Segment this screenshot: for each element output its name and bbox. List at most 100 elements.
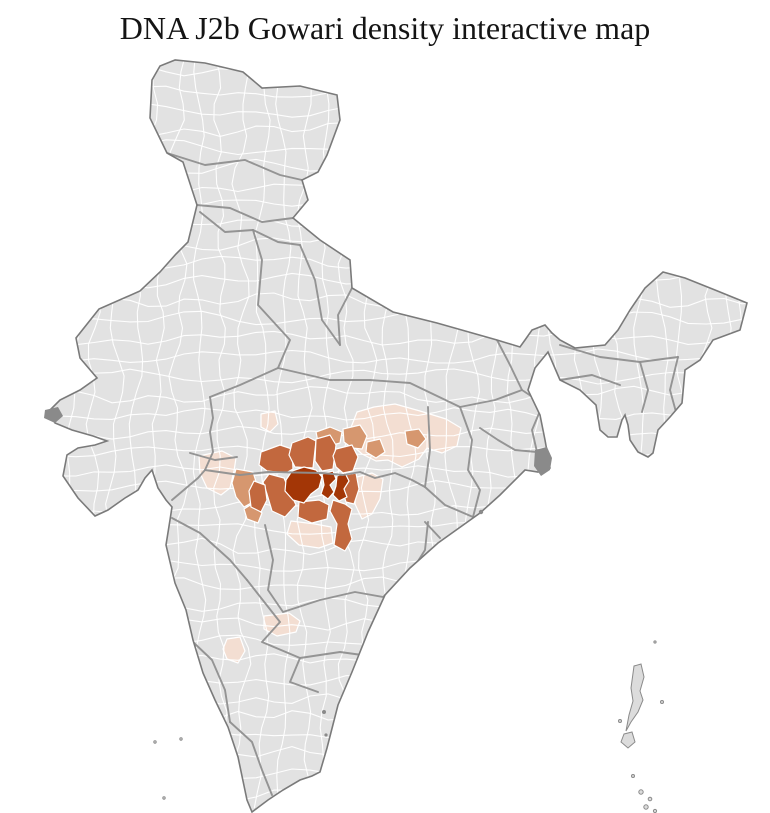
state-border-line	[299, 651, 363, 659]
district-border-line	[48, 157, 747, 176]
district-border-line	[48, 691, 747, 706]
district-border-line	[253, 60, 271, 809]
state-border-line	[171, 517, 248, 581]
district-border-line	[48, 746, 747, 766]
coastal-lagoon	[324, 733, 328, 737]
andaman-main-island[interactable]	[625, 663, 645, 732]
district-border-line	[48, 596, 747, 612]
district-density-lowest[interactable]	[260, 410, 279, 433]
nicobar-island[interactable]	[647, 796, 653, 802]
district-border-line	[715, 60, 733, 809]
district-border-line	[672, 60, 691, 809]
district-border-line	[48, 179, 747, 194]
district-density-medium[interactable]	[329, 499, 353, 552]
district-border-line	[48, 139, 747, 157]
district-density-low[interactable]	[404, 428, 427, 449]
district-density-medium[interactable]	[248, 480, 268, 513]
district-border-line	[48, 728, 747, 746]
district-density-medium[interactable]	[288, 436, 317, 469]
state-border-line	[639, 361, 649, 413]
district-border-line	[692, 60, 713, 809]
district-density-medium[interactable]	[258, 444, 294, 474]
state-border-line	[196, 204, 294, 223]
lakshadweep-islands[interactable]	[153, 737, 183, 800]
district-border-line	[48, 710, 747, 727]
state-border-line	[204, 469, 426, 488]
state-border-line	[166, 152, 303, 181]
andaman-island[interactable]	[653, 640, 657, 644]
lakshadweep-island[interactable]	[153, 740, 157, 744]
district-border-line	[48, 634, 747, 647]
district-border-line	[48, 120, 747, 138]
andaman-island[interactable]	[660, 700, 664, 704]
district-border-line	[48, 407, 747, 421]
andaman-nicobar-islands[interactable]	[618, 640, 664, 813]
district-border-line	[737, 60, 747, 809]
state-border-line	[277, 367, 461, 408]
state-border-line	[246, 579, 319, 693]
state-border-line	[299, 244, 341, 346]
district-density-highest[interactable]	[284, 466, 323, 504]
nicobar-island[interactable]	[643, 804, 649, 810]
district-density-medium[interactable]	[332, 444, 359, 474]
water-bodies	[44, 407, 552, 737]
district-border-line	[48, 673, 747, 687]
district-border-line	[48, 614, 747, 632]
state-border-line	[229, 721, 273, 796]
andaman-island[interactable]	[620, 731, 636, 749]
district-border-line	[48, 425, 747, 440]
district-border-line	[275, 60, 292, 809]
state-border-line	[479, 427, 538, 453]
state-border-line	[171, 469, 206, 501]
district-density-highest[interactable]	[332, 472, 350, 502]
district-density-medium[interactable]	[297, 499, 330, 524]
district-border-line	[48, 348, 747, 365]
state-border-line	[199, 211, 254, 233]
district-border-line	[48, 653, 747, 669]
state-border-line	[559, 374, 621, 386]
lakshadweep-island[interactable]	[179, 737, 183, 741]
state-border-line	[559, 344, 679, 363]
nicobar-island[interactable]	[652, 808, 658, 813]
nicobar-island[interactable]	[638, 789, 644, 795]
coastal-lagoon	[322, 710, 326, 714]
state-border-line	[337, 287, 353, 346]
district-border-line	[48, 768, 747, 783]
state-border-line	[209, 229, 291, 398]
state-border-line	[192, 641, 231, 723]
andaman-island[interactable]	[618, 719, 622, 723]
state-border-line	[669, 356, 679, 413]
chilika-lake	[478, 509, 484, 515]
district-density-lowest[interactable]	[222, 636, 246, 664]
district-border-line	[48, 84, 747, 98]
district-border-line	[48, 385, 747, 404]
district-density-low[interactable]	[365, 438, 386, 459]
state-border-line	[496, 339, 523, 391]
district-border-line	[568, 60, 585, 809]
country-outline	[46, 59, 748, 813]
state-border-line	[252, 229, 301, 246]
district-border-line	[48, 198, 747, 212]
state-border-line	[189, 452, 238, 461]
district-border-line	[547, 60, 565, 809]
sundarbans-delta	[534, 447, 552, 476]
district-border-line	[48, 329, 747, 346]
nicobar-island[interactable]	[631, 774, 635, 778]
district-border-line	[48, 60, 58, 809]
district-border-line	[231, 60, 252, 809]
state-border-line	[424, 521, 441, 539]
district-density-low[interactable]	[342, 424, 368, 450]
district-border-line	[48, 368, 747, 385]
district-border-line	[48, 64, 747, 81]
district-density-medium[interactable]	[314, 434, 337, 472]
lakshadweep-island[interactable]	[162, 796, 166, 800]
district-border-line	[48, 102, 747, 118]
district-border-line	[48, 254, 747, 271]
map-title: DNA J2b Gowari density interactive map	[119, 10, 651, 46]
kori-creek	[44, 407, 63, 423]
district-border-line	[48, 234, 747, 252]
district-border-line	[48, 217, 747, 231]
state-border-line	[459, 406, 481, 518]
